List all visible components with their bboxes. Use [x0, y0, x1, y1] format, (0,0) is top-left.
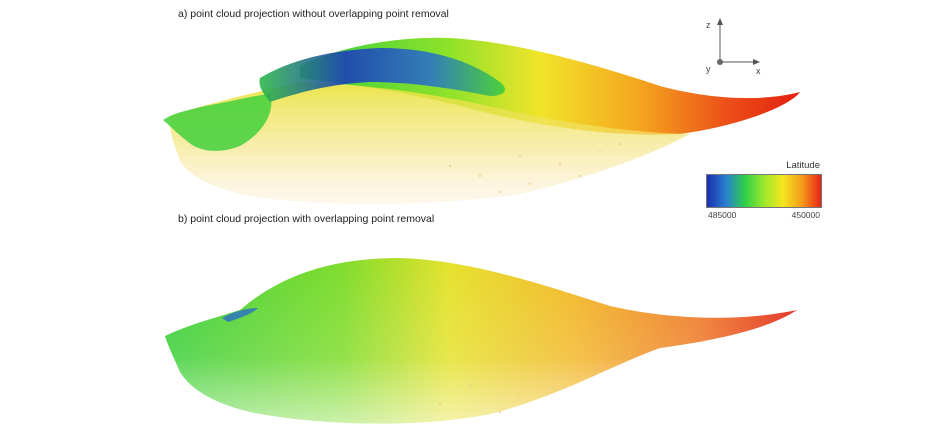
- terrain-overlap-band: [259, 48, 505, 102]
- point-cloud-panel-a: [163, 37, 800, 205]
- axis-label-z: z: [706, 20, 711, 30]
- caption-b: b) point cloud projection with overlappi…: [178, 213, 435, 225]
- orientation-axes: z y x: [690, 14, 770, 89]
- terrain-left-lobe: [163, 94, 272, 151]
- terrain-edge-blue: [222, 308, 258, 322]
- axis-label-x: x: [756, 66, 761, 76]
- axes-icon: [717, 18, 760, 65]
- caption-a: a) point cloud projection without overla…: [178, 8, 449, 20]
- legend-tick-min: 485000: [708, 210, 737, 220]
- terrain-slope: [169, 82, 691, 205]
- sparse-points: [448, 142, 622, 194]
- legend-tick-max: 450000: [791, 210, 820, 220]
- sparse-points: [438, 364, 602, 414]
- point-cloud-panel-b: [165, 258, 797, 424]
- legend-color-bar: [706, 174, 822, 208]
- axis-label-y: y: [706, 64, 711, 74]
- terrain-fade: [165, 258, 797, 424]
- legend-title: Latitude: [786, 160, 820, 171]
